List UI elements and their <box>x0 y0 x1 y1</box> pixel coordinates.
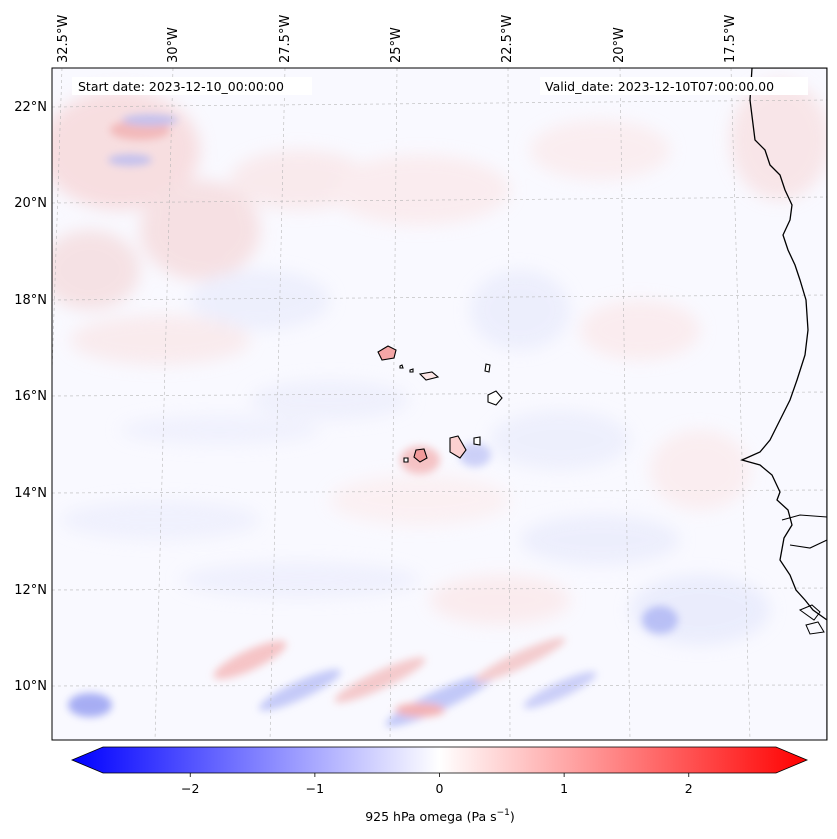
lon-label: 20°W <box>612 27 627 63</box>
lat-label: 12°N <box>14 583 47 598</box>
colorbar: −2 −1 0 1 2 925 hPa omega (Pa s−1) <box>70 746 809 824</box>
colorbar-tick-label: −2 <box>181 781 199 796</box>
colorbar-tick-label: 0 <box>436 781 444 796</box>
lon-label: 27.5°W <box>278 15 293 63</box>
lon-label: 32.5°W <box>56 15 71 63</box>
valid-date-label: Valid_date: 2023-12-10T07:00:00.00 <box>545 79 774 94</box>
lat-label: 10°N <box>14 679 47 694</box>
africa-coastline <box>740 68 827 740</box>
lon-label: 17.5°W <box>723 15 738 63</box>
omega-field <box>52 68 827 740</box>
latitude-labels: 22°N 20°N 18°N 16°N 14°N 12°N 10°N <box>14 100 47 694</box>
map-panel: Start date: 2023-12-10_00:00:00 Valid_da… <box>51 67 828 741</box>
graticule <box>52 68 827 740</box>
colorbar-tick-label: 2 <box>685 781 693 796</box>
lon-label: 30°W <box>166 27 181 63</box>
lat-label: 16°N <box>14 389 47 404</box>
cape-verde-islands <box>377 345 503 463</box>
colorbar-tick-label: −1 <box>306 781 324 796</box>
lon-label: 25°W <box>389 27 404 63</box>
colorbar-label: 925 hPa omega (Pa s−1) <box>365 808 515 824</box>
start-date-label: Start date: 2023-12-10_00:00:00 <box>78 79 284 94</box>
lat-label: 18°N <box>14 293 47 308</box>
colorbar-bar <box>70 746 809 774</box>
longitude-labels: 32.5°W 30°W 27.5°W 25°W 22.5°W 20°W 17.5… <box>56 15 738 63</box>
lon-label: 22.5°W <box>500 15 515 63</box>
lat-label: 22°N <box>14 100 47 115</box>
lat-label: 20°N <box>14 196 47 211</box>
lat-label: 14°N <box>14 486 47 501</box>
colorbar-tick-label: 1 <box>560 781 568 796</box>
